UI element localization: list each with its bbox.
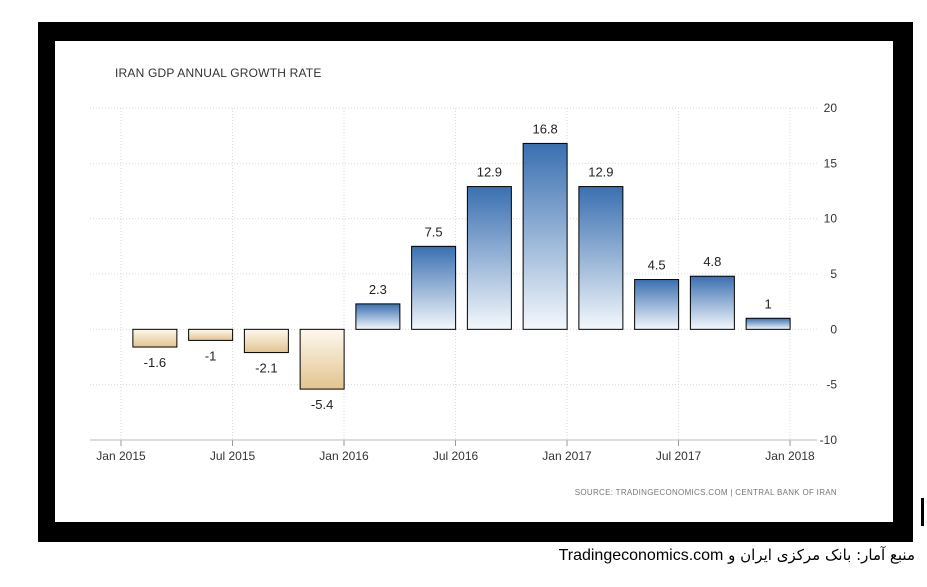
y-tick-label: -10 (820, 433, 838, 447)
x-tick-label: Jan 2018 (765, 449, 815, 463)
data-label: 4.8 (703, 254, 721, 269)
data-label: -2.1 (255, 361, 277, 376)
caption-text: منبع آمار: بانک مرکزی ایران و (728, 546, 915, 564)
x-tick-label: Jan 2017 (542, 449, 592, 463)
x-tick-label: Jul 2015 (210, 449, 256, 463)
bar (355, 303, 401, 330)
caption-site: Tradingeconomics.com (558, 547, 724, 564)
y-tick-label: 15 (824, 156, 838, 170)
chart-title: IRAN GDP ANNUAL GROWTH RATE (115, 66, 322, 80)
y-tick-label: 20 (824, 101, 838, 115)
x-tick-label: Jul 2017 (656, 449, 702, 463)
x-tick-label: Jan 2015 (96, 449, 146, 463)
bar (578, 186, 624, 330)
bar (634, 279, 680, 330)
y-tick-label: 5 (830, 267, 837, 281)
y-axis: 20 15 10 5 0 -5 -10 (820, 101, 838, 447)
bar (522, 142, 568, 330)
data-label: -1.6 (144, 355, 166, 370)
data-label: 2.3 (369, 282, 387, 297)
chart-source: SOURCE: TRADINGECONOMICS.COM | CENTRAL B… (574, 488, 837, 497)
data-label: 12.9 (588, 165, 613, 180)
y-tick-label: -5 (826, 378, 837, 392)
bars (132, 142, 791, 390)
data-label: -5.4 (311, 397, 333, 412)
caption: Tradingeconomics.com منبع آمار: بانک مرک… (559, 546, 915, 565)
x-tick-label: Jan 2016 (319, 449, 369, 463)
x-axis: Jan 2015 Jul 2015 Jan 2016 Jul 2016 Jan 2017… (90, 439, 817, 463)
x-tick-label: Jul 2016 (433, 449, 479, 463)
bar (243, 328, 289, 354)
data-label: 4.5 (648, 258, 666, 273)
bar (411, 245, 457, 330)
y-tick-label: 0 (830, 322, 837, 336)
data-labels: -1.6 -1 -2.1 -5.4 2.3 7.5 12.9 16.8 12.9 4.5 4.8 1 (144, 121, 772, 412)
bar (132, 328, 178, 348)
data-label: -1 (205, 348, 217, 363)
chart: -1.6 -1 -2.1 -5.4 2.3 7.5 12.9 16.8 12.9 4.5 4.8 1 … (65, 50, 883, 515)
bar (299, 328, 345, 390)
bar (466, 186, 512, 330)
data-label: 16.8 (532, 121, 557, 136)
data-label: 1 (765, 296, 772, 311)
bar (745, 317, 791, 330)
bar (188, 328, 234, 341)
side-mark (921, 498, 924, 526)
bar (689, 275, 735, 330)
chart-canvas: -1.6 -1-2.1-5.42.37.512.916.812.94.5 4.81 … (90, 101, 838, 463)
data-label: 7.5 (425, 224, 443, 239)
data-label: 12.9 (477, 165, 502, 180)
y-tick-label: 10 (824, 212, 838, 226)
